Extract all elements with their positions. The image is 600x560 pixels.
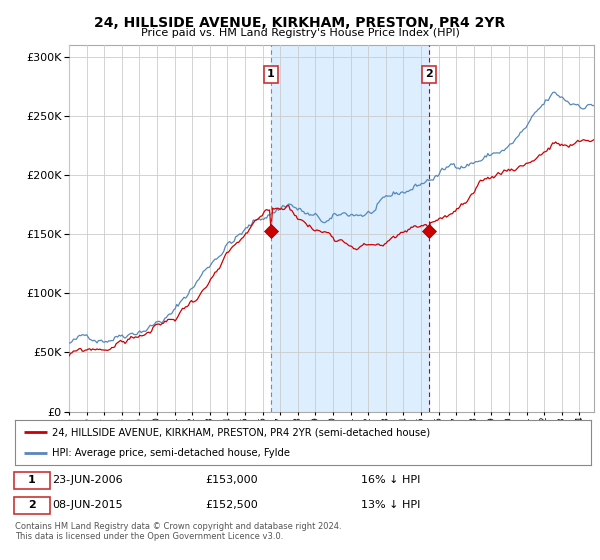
Text: 24, HILLSIDE AVENUE, KIRKHAM, PRESTON, PR4 2YR (semi-detached house): 24, HILLSIDE AVENUE, KIRKHAM, PRESTON, P… <box>52 427 431 437</box>
Text: 23-JUN-2006: 23-JUN-2006 <box>52 475 123 485</box>
Text: Contains HM Land Registry data © Crown copyright and database right 2024.
This d: Contains HM Land Registry data © Crown c… <box>15 522 341 542</box>
Text: 2: 2 <box>425 69 433 80</box>
Text: 24, HILLSIDE AVENUE, KIRKHAM, PRESTON, PR4 2YR: 24, HILLSIDE AVENUE, KIRKHAM, PRESTON, P… <box>94 16 506 30</box>
Text: 1: 1 <box>28 475 35 485</box>
Text: HPI: Average price, semi-detached house, Fylde: HPI: Average price, semi-detached house,… <box>52 447 290 458</box>
Text: Price paid vs. HM Land Registry's House Price Index (HPI): Price paid vs. HM Land Registry's House … <box>140 28 460 38</box>
Text: £152,500: £152,500 <box>205 501 258 510</box>
Text: 2: 2 <box>28 501 35 510</box>
Bar <box>271 45 429 412</box>
Text: 16% ↓ HPI: 16% ↓ HPI <box>361 475 420 485</box>
Text: 08-JUN-2015: 08-JUN-2015 <box>52 501 123 510</box>
FancyBboxPatch shape <box>14 497 50 514</box>
Text: £153,000: £153,000 <box>205 475 258 485</box>
Text: 13% ↓ HPI: 13% ↓ HPI <box>361 501 420 510</box>
Text: 1: 1 <box>267 69 275 80</box>
FancyBboxPatch shape <box>14 472 50 489</box>
